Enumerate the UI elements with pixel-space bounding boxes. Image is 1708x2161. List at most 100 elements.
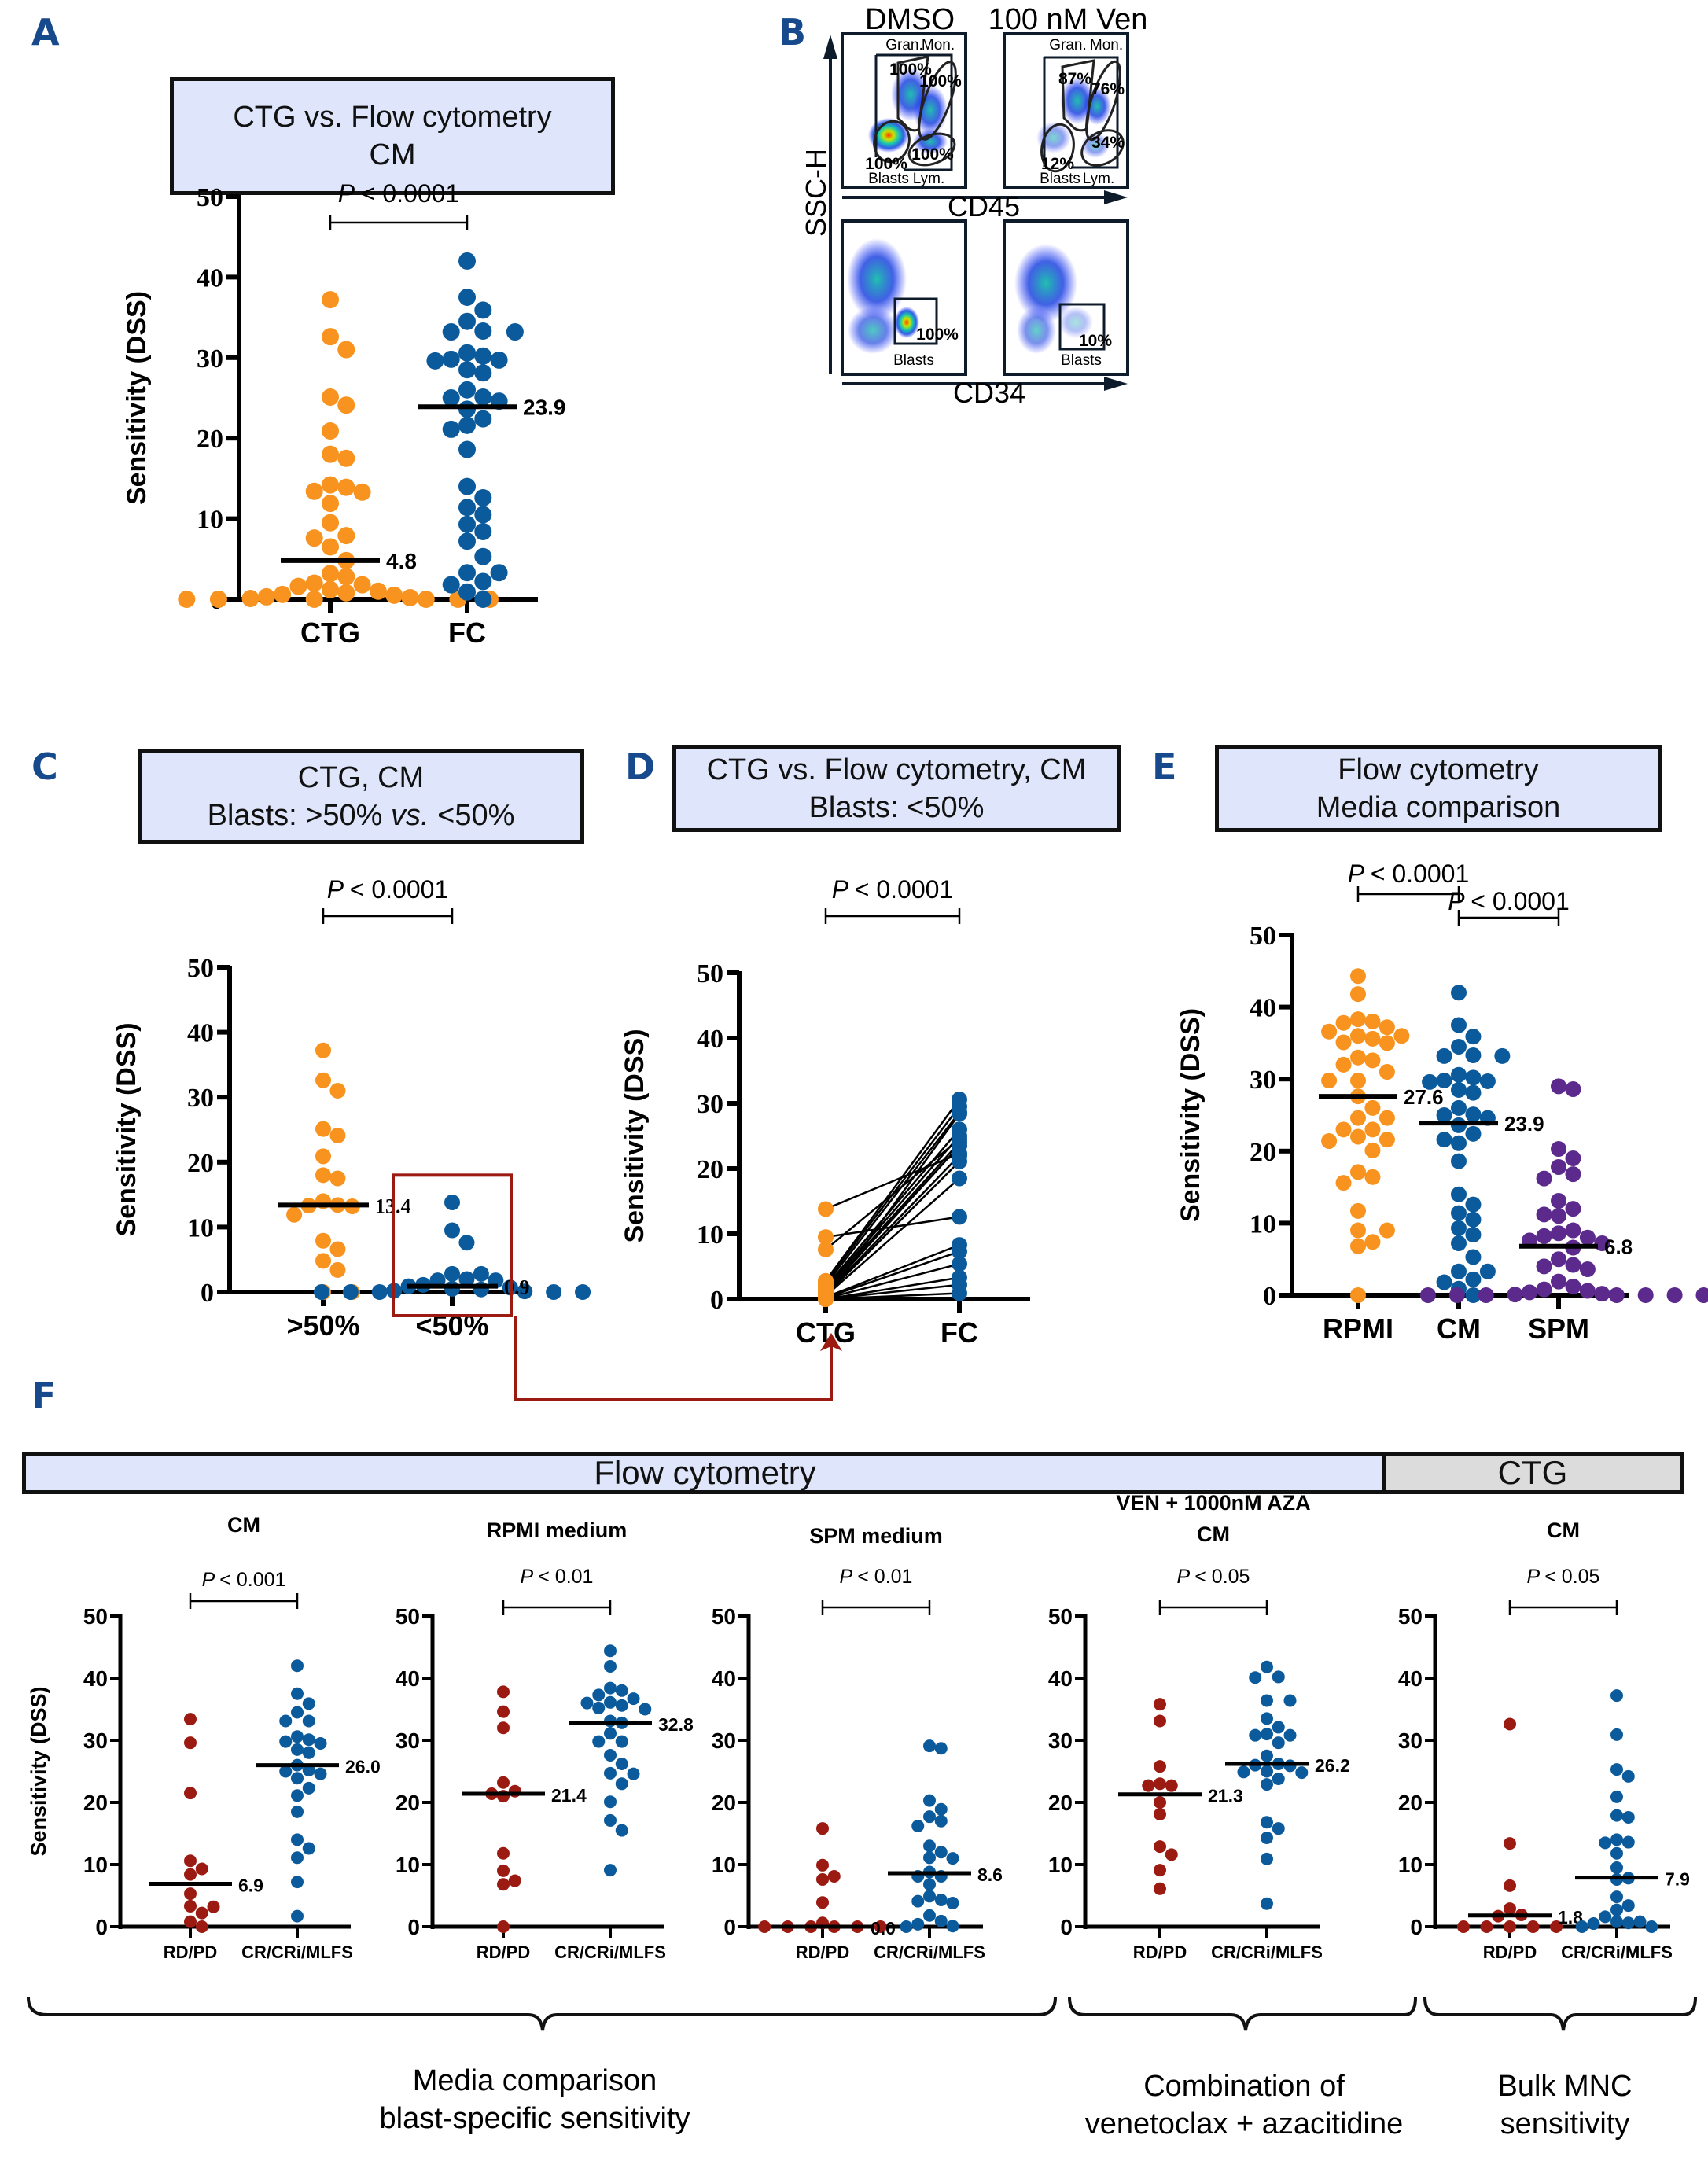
data-point [329,1170,346,1187]
data-point [337,568,355,586]
data-point [1594,1286,1610,1302]
data-point [474,572,492,591]
median-label: 27.6 [1404,1085,1444,1109]
data-point [1610,1890,1623,1904]
data-point [291,1805,304,1818]
subplot-title: CM [227,1513,260,1537]
data-point [184,1854,197,1868]
data-point [497,1776,510,1789]
data-point [291,1909,304,1923]
data-point [322,388,339,406]
median-label: 21.4 [551,1785,587,1806]
ven-lym-pct: 34% [1091,134,1125,152]
data-point [1610,1790,1623,1803]
data-point [1465,1211,1482,1228]
data-point [322,495,339,513]
data-point [1587,1917,1600,1931]
data-point [1480,1920,1493,1933]
data-point [1436,1274,1452,1290]
data-point [1283,1694,1297,1707]
data-point [337,396,355,414]
data-point [1465,1271,1482,1287]
pvalue-label: P < 0.01 [521,1566,594,1588]
data-point [322,291,339,309]
data-point [923,1810,936,1824]
data-point [1272,1822,1285,1835]
pvalue-label: P < 0.0001 [338,179,460,208]
data-point [490,564,508,582]
panel-e-title-line2: Media comparison [1316,791,1561,824]
paired-line [825,1243,960,1298]
subplot-title: CM [1547,1519,1580,1542]
data-point-fc [952,1209,967,1225]
data-point [615,1684,628,1697]
data-point [1621,1899,1635,1913]
data-point [302,1714,315,1728]
data-point [302,1781,315,1795]
data-point [575,1284,591,1300]
data-point [1536,1206,1552,1223]
paired-line [825,1283,960,1301]
data-point [444,1222,460,1239]
panel-c-title-line2: Blasts: >50% vs. <50% [142,797,580,834]
data-point-ctg [818,1291,834,1307]
data-point [1465,1029,1482,1045]
y-tick-label: 0 [710,1286,723,1315]
data-point [1335,1175,1352,1191]
y-tick-label: 10 [197,506,223,535]
y-tick-label: 0 [95,1915,108,1939]
data-point [1610,1728,1623,1741]
data-point [1610,1846,1623,1860]
data-point [1610,1833,1623,1846]
data-point [286,1206,303,1223]
data-point [442,576,460,594]
data-point [627,1767,640,1780]
panel-c-title-line1: CTG, CM [297,761,425,794]
data-point [1364,1234,1381,1250]
y-tick-label: 0 [407,1915,420,1939]
data-point [458,252,476,270]
data-point [1249,1671,1262,1684]
data-point [1451,1205,1467,1221]
panel-a-title-line1: CTG vs. Flow cytometry [233,101,552,134]
data-point [1579,1261,1596,1278]
data-point [1451,1038,1467,1055]
data-point [458,381,476,399]
x-category-label: RD/PD [796,1942,849,1962]
data-point [474,522,492,540]
y-axis-label: Sensitivity (DSS) [112,1022,142,1236]
y-tick-label: 40 [712,1666,736,1691]
data-point [934,1802,948,1816]
data-point [315,1042,331,1058]
data-point [1451,1263,1467,1279]
data-point [508,1874,521,1887]
data-point [1261,1749,1273,1762]
y-tick-label: 30 [1398,1728,1423,1753]
data-point [474,322,492,341]
data-point [1645,1920,1658,1933]
x-category-label: CR/CRi/MLFS [554,1942,666,1962]
data-point [497,1685,510,1699]
data-point [1504,1717,1516,1731]
brace-label-combo-1: Combination of [1143,2070,1345,2103]
data-point [1575,1920,1588,1933]
data-point [934,1742,948,1755]
data-point [1465,1227,1482,1243]
panel-letter-d: D [625,745,656,788]
data-point [184,1887,197,1901]
data-point [474,410,492,428]
paired-line [825,1276,960,1301]
y-tick-label: 20 [197,425,223,454]
pvalue-label: P < 0.001 [202,1569,286,1591]
arrow-head-icon [820,1333,842,1351]
data-point [615,1758,628,1771]
ven-mon-label: Mon. [1090,37,1123,53]
data-point [315,1072,331,1088]
data-point [1579,1283,1596,1299]
ven-cd34-blasts-pct: 10% [1079,332,1112,350]
panel-d-title: CTG vs. Flow cytometry, CM Blasts: <50% [672,745,1121,832]
y-tick-label: 10 [697,1220,723,1250]
